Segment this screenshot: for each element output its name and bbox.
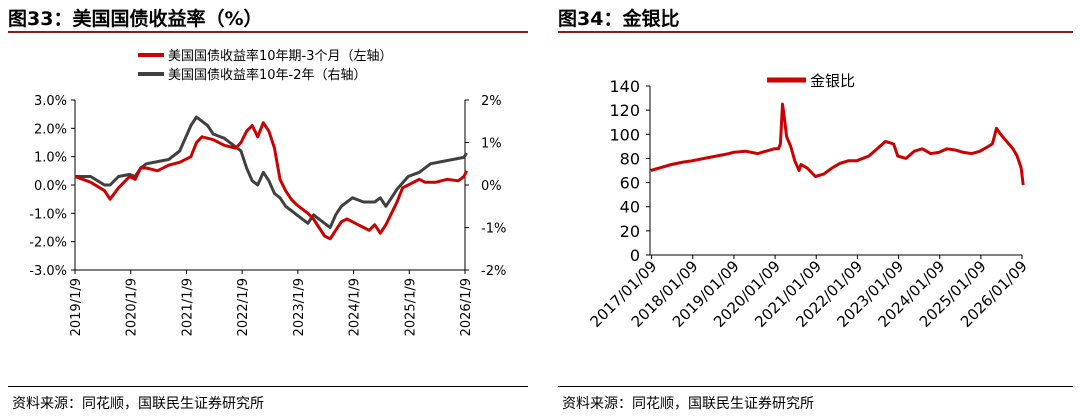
y-tick-label: 0 [630, 246, 640, 265]
right-panel: 图34：金银比 140 120 100 80 60 40 20 0 2017/01/09 2018… [550, 0, 1080, 416]
y-tick-label: 120 [609, 101, 640, 120]
y-tick-label: 40 [620, 198, 640, 217]
left-y-tick-label: -2.0% [29, 236, 67, 251]
right-y-tick-label: -2% [481, 264, 506, 279]
y-tick-label: 140 [609, 77, 640, 96]
left-y-tick-label: -3.0% [29, 264, 67, 279]
left-y-tick-label: 3.0% [34, 94, 67, 109]
right-y-tick-label: -1% [481, 222, 506, 237]
y-tick-label: 100 [609, 125, 640, 144]
right-title-rule [558, 31, 1073, 33]
left-y-tick-label: 1.0% [34, 151, 67, 166]
left-footer-rule [8, 386, 528, 387]
right-title: 图34：金银比 [558, 8, 680, 30]
left-y-tick-label: -1.0% [29, 207, 67, 222]
series-line-10y-3m [74, 121, 469, 241]
legend-label-10y-2y: 美国国债收益率10年-2年（右轴） [168, 67, 367, 83]
y-tick-label: 20 [620, 222, 640, 241]
legend-label-gold-silver: 金银比 [810, 72, 855, 90]
legend-label-10y-3m: 美国国债收益率10年期-3个月（左轴） [168, 48, 393, 64]
right-chart: 1401201008060402002017/01/092018/01/0920… [587, 72, 1031, 331]
right-source: 资料来源：同花顺，国联民生证券研究所 [562, 396, 814, 412]
right-y-tick-label: 0% [481, 179, 502, 194]
right-y-tick-label: 2% [481, 94, 502, 109]
left-source: 资料来源：同花顺，国联民生证券研究所 [12, 396, 264, 412]
left-chart: 3.0% 2.0% 1.0% 0.0% -1.0% -2.0% -3.0% 2% 1% 0% -1%… [29, 48, 506, 336]
left-title-rule [8, 31, 528, 33]
left-panel: 图33：美国国债收益率（%） 3.0% 2.0% 1.0% 0.0% -1.0% -2.0… [0, 0, 536, 416]
x-tick-label: 2023/1/9 [292, 278, 307, 336]
x-tick-label: 2020/1/9 [125, 278, 140, 336]
y-tick-label: 80 [620, 149, 640, 168]
x-tick-label: 2022/1/9 [236, 278, 251, 336]
x-tick-label: 2021/1/9 [180, 278, 195, 336]
left-y-tick-label: 0.0% [34, 179, 67, 194]
right-y-tick-label: 1% [481, 137, 502, 152]
series-line-10y-2y [75, 115, 468, 229]
x-tick-label: 2026/1/9 [459, 278, 474, 336]
left-title: 图33：美国国债收益率（%） [8, 8, 263, 30]
right-footer-rule [558, 386, 1073, 387]
x-tick-label: 2025/1/9 [403, 278, 418, 336]
y-tick-label: 60 [620, 174, 640, 193]
left-y-tick-label: 2.0% [34, 122, 67, 137]
x-tick-label: 2024/1/9 [348, 278, 363, 336]
series-line-gold-silver-ratio [650, 102, 1025, 186]
x-tick-label: 2019/1/9 [69, 278, 84, 336]
